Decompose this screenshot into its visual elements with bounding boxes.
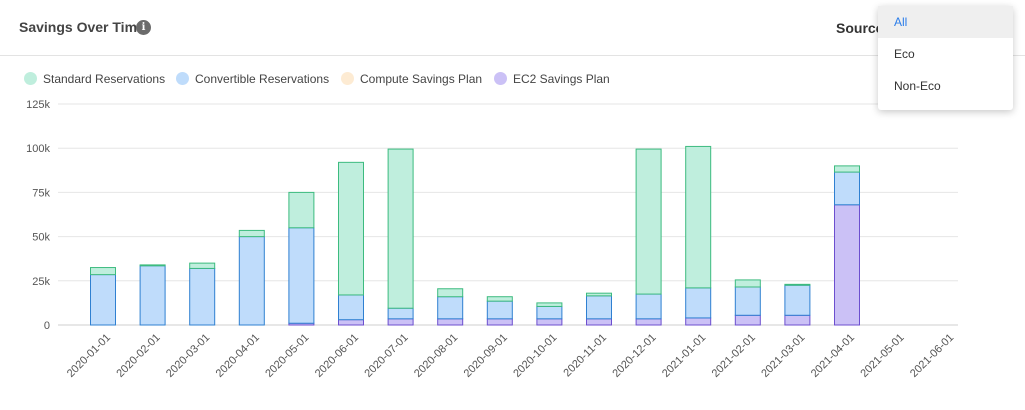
dropdown-option-eco[interactable]: Eco <box>878 38 1013 70</box>
x-tick-label: 2020-02-01 <box>114 332 162 380</box>
dropdown-option-non-eco[interactable]: Non-Eco <box>878 70 1013 102</box>
bar-segment <box>636 149 661 294</box>
y-tick-label: 75k <box>32 187 50 199</box>
bar-segment <box>487 297 512 301</box>
bar-segment <box>587 296 612 319</box>
bar-segment <box>388 149 413 308</box>
y-tick-label: 125k <box>26 99 50 111</box>
x-tick-label: 2020-07-01 <box>362 332 410 380</box>
x-tick-label: 2020-06-01 <box>313 332 361 380</box>
x-tick-label: 2021-06-01 <box>908 332 956 380</box>
bar-segment <box>487 301 512 319</box>
bar-segment <box>785 315 810 325</box>
y-tick-label: 0 <box>44 320 50 332</box>
bar-segment <box>735 315 760 325</box>
bar-segment <box>438 319 463 325</box>
bar-segment <box>190 263 215 268</box>
bar-segment <box>686 288 711 318</box>
x-tick-label: 2020-12-01 <box>610 332 658 380</box>
bar-segment <box>339 295 364 320</box>
x-tick-label: 2021-01-01 <box>660 332 708 380</box>
bar-segment <box>735 280 760 287</box>
bar-segment <box>487 319 512 325</box>
x-tick-label: 2020-05-01 <box>263 332 311 380</box>
x-tick-label: 2020-11-01 <box>561 332 609 380</box>
x-tick-label: 2021-03-01 <box>759 332 807 380</box>
dropdown-option-all[interactable]: All <box>878 6 1013 38</box>
x-tick-label: 2021-04-01 <box>809 332 857 380</box>
bar-segment <box>239 237 264 325</box>
x-tick-label: 2020-03-01 <box>164 332 212 380</box>
bar-segment <box>785 284 810 285</box>
bar-segment <box>835 205 860 325</box>
bar-segment <box>587 293 612 296</box>
bar-segment <box>785 285 810 315</box>
bar-segment <box>735 287 760 315</box>
bar-segment <box>537 303 562 307</box>
bar-segment <box>388 308 413 319</box>
y-tick-label: 100k <box>26 143 50 155</box>
x-tick-label: 2021-05-01 <box>858 332 906 380</box>
y-tick-label: 50k <box>32 232 50 244</box>
bar-segment <box>289 228 314 323</box>
bar-segment <box>835 166 860 172</box>
source-dropdown-menu[interactable]: All Eco Non-Eco <box>878 6 1013 110</box>
bar-segment <box>339 162 364 295</box>
bar-segment <box>239 230 264 236</box>
bar-segment <box>388 319 413 325</box>
bar-segment <box>339 320 364 325</box>
bar-segment <box>190 268 215 325</box>
bar-segment <box>140 266 165 325</box>
bar-segment <box>140 265 165 266</box>
x-tick-label: 2020-08-01 <box>412 332 460 380</box>
y-tick-label: 25k <box>32 276 50 288</box>
bar-segment <box>537 319 562 325</box>
bar-segment <box>91 268 116 275</box>
bar-segment <box>686 318 711 325</box>
x-tick-label: 2020-01-01 <box>65 332 113 380</box>
bar-segment <box>686 146 711 287</box>
x-tick-label: 2021-02-01 <box>710 332 758 380</box>
x-tick-label: 2020-04-01 <box>214 332 262 380</box>
bar-segment <box>636 294 661 319</box>
bar-segment <box>636 319 661 325</box>
bar-segment <box>537 306 562 318</box>
bar-segment <box>438 289 463 297</box>
x-tick-label: 2020-10-01 <box>511 332 559 380</box>
bar-segment <box>835 172 860 205</box>
bar-segment <box>438 297 463 319</box>
bar-segment <box>91 275 116 325</box>
bar-segment <box>289 192 314 227</box>
x-tick-label: 2020-09-01 <box>462 332 510 380</box>
bar-segment <box>587 319 612 325</box>
